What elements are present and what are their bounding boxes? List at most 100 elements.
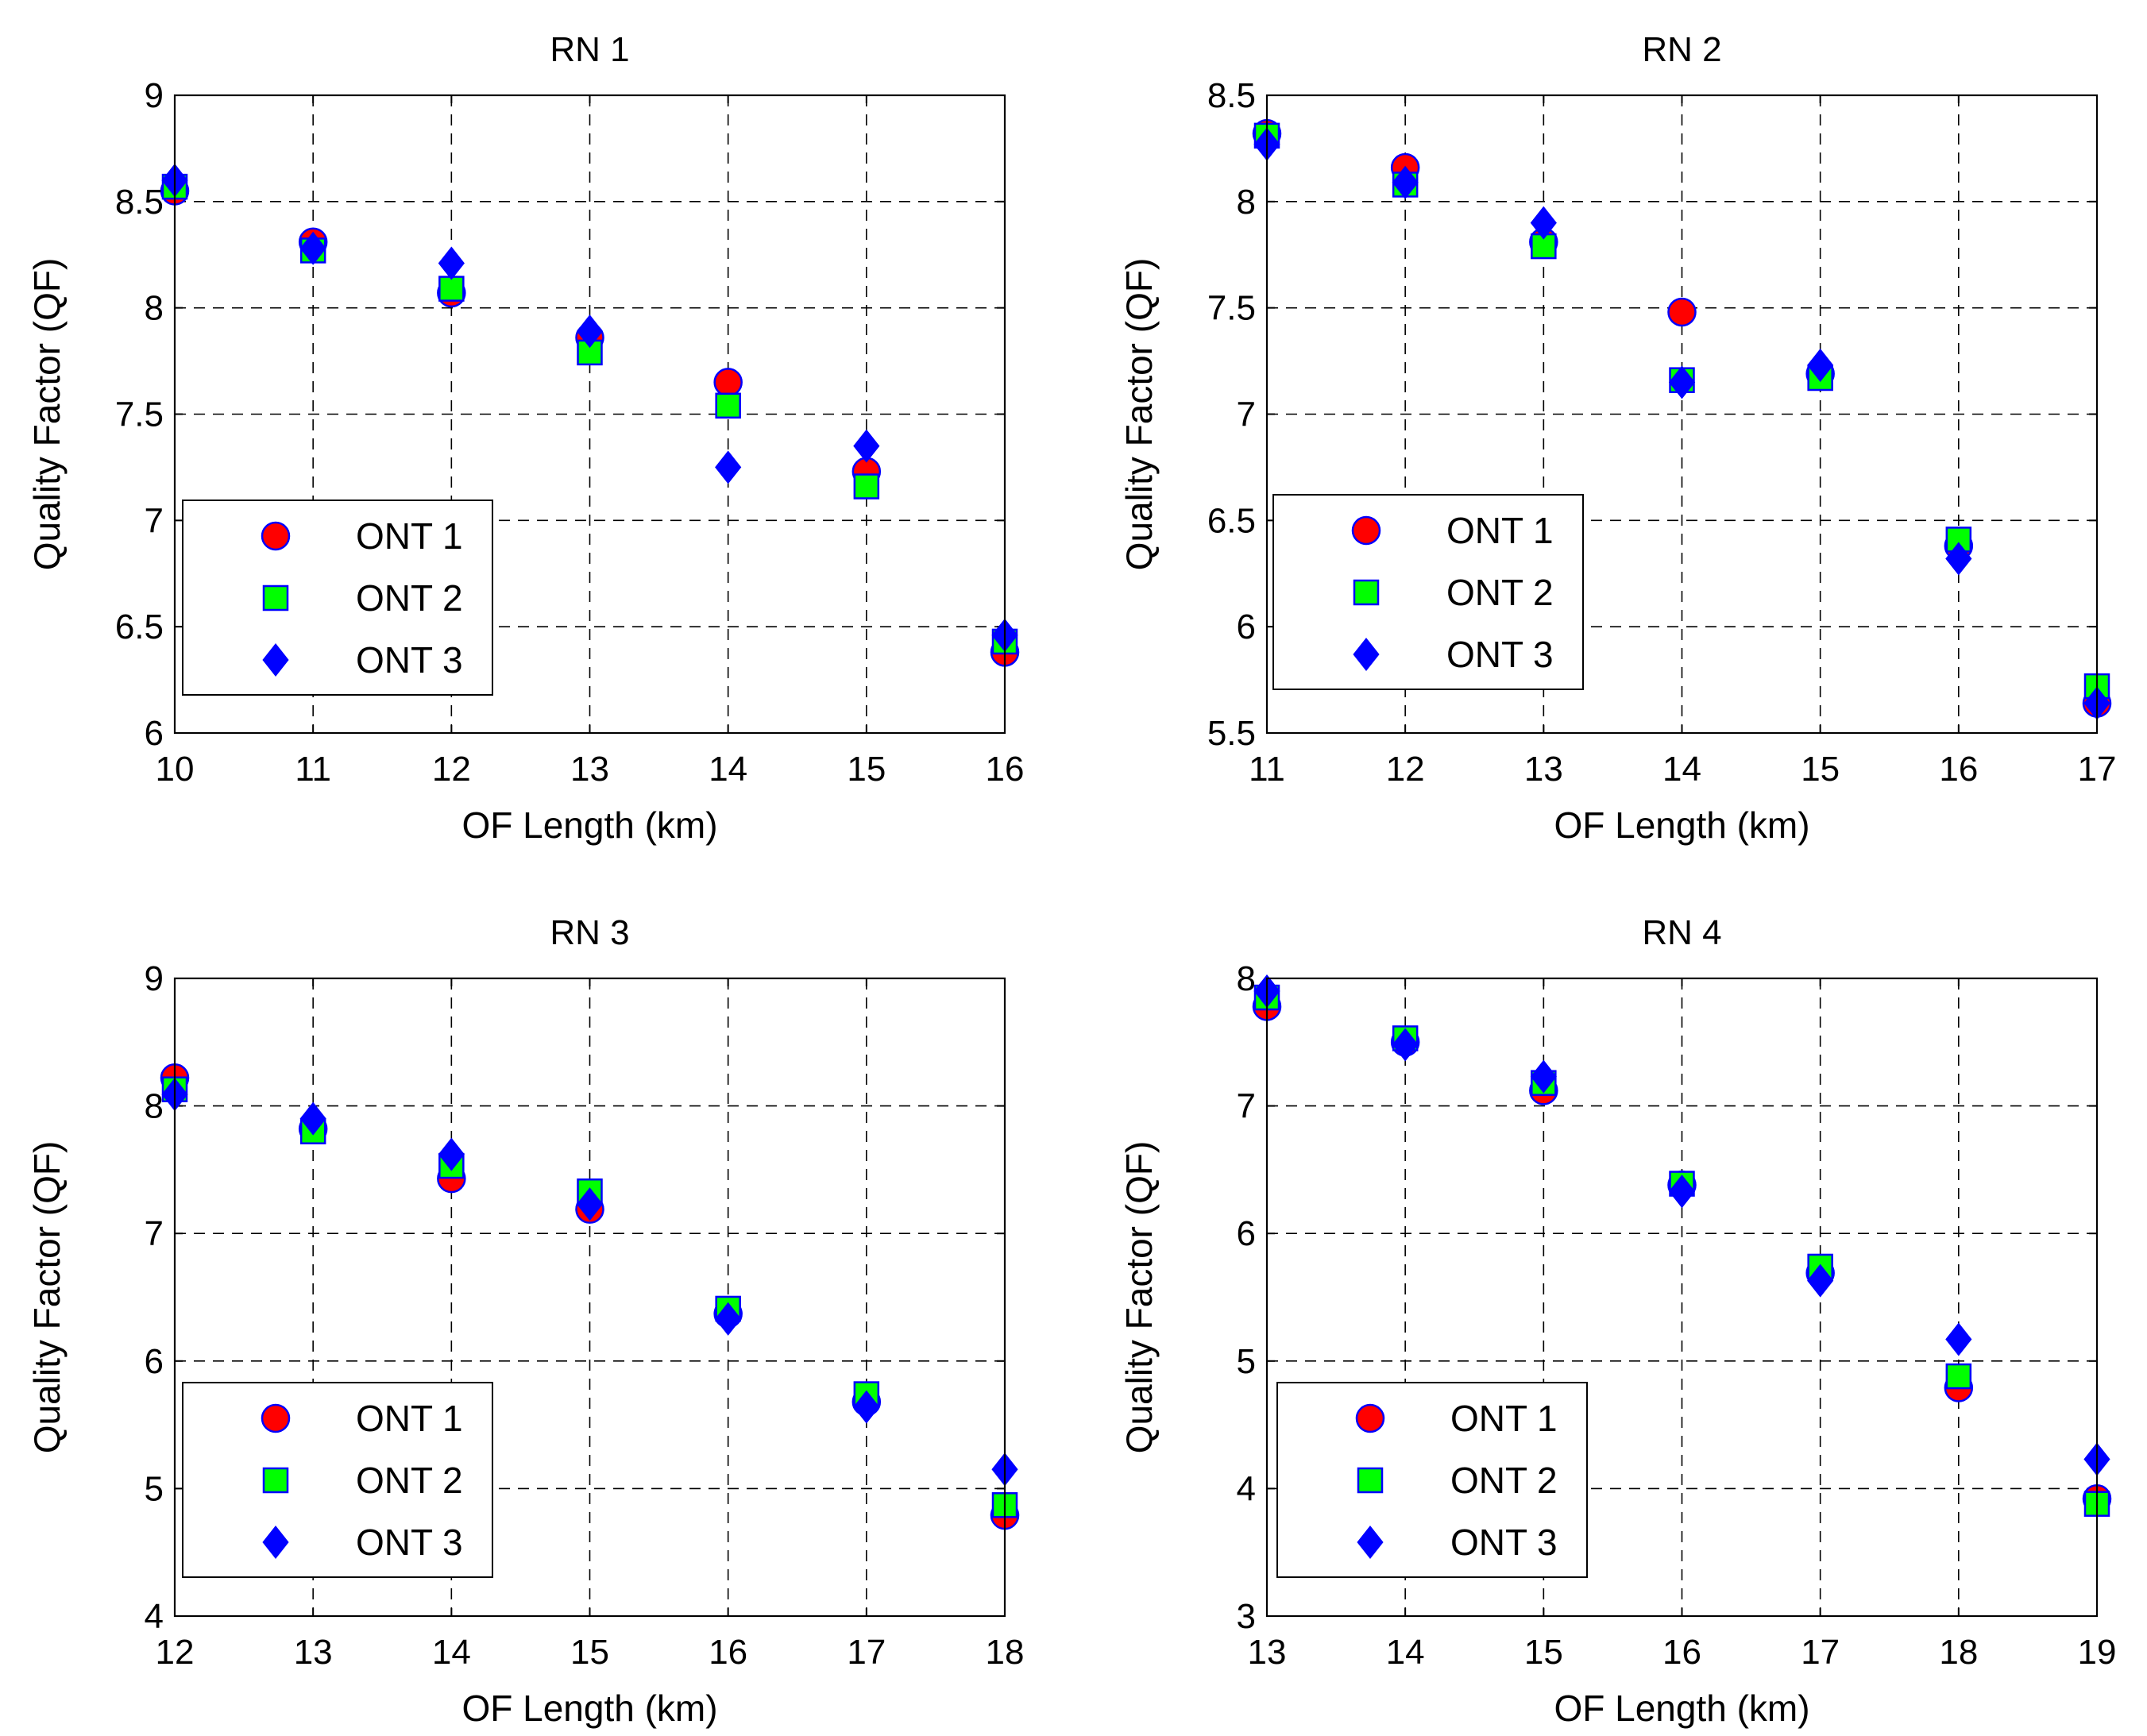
- x-tick-label: 15: [1524, 1633, 1563, 1672]
- x-tick-label: 19: [2078, 1633, 2117, 1672]
- y-tick-label: 3: [1237, 1597, 1256, 1636]
- legend-entry-label: ONT 2: [1450, 1460, 1558, 1501]
- y-tick-label: 7: [145, 501, 164, 540]
- y-tick-label: 7.5: [1207, 289, 1256, 328]
- legend-entry-label: ONT 1: [1450, 1398, 1558, 1439]
- x-tick-label: 16: [1662, 1633, 1701, 1672]
- data-point-diamond-5: [715, 1302, 742, 1336]
- legend: ONT 1 ONT 2 ONT 3: [1272, 494, 1584, 690]
- x-tick-label: 16: [986, 750, 1025, 789]
- legend-entry-label: ONT 3: [356, 1522, 463, 1563]
- y-tick-label: 4: [1237, 1469, 1256, 1508]
- y-axis-label: Quality Factor (QF): [26, 1141, 68, 1454]
- data-point-diamond-2: [1392, 165, 1419, 199]
- y-axis-label: Quality Factor (QF): [26, 258, 68, 571]
- y-tick-label: 8: [1237, 959, 1256, 998]
- x-axis-label: OF Length (km): [461, 1688, 717, 1729]
- axes-frame: [1265, 977, 2099, 1618]
- y-axis-label: Quality Factor (QF): [1118, 258, 1160, 571]
- data-point-diamond-6: [1945, 542, 1972, 576]
- chart-title: RN 4: [1642, 913, 1721, 952]
- y-tick-label: 6.5: [1207, 501, 1256, 540]
- data-point-circle-4: [1667, 297, 1697, 327]
- data-point-circle-5: [713, 368, 743, 397]
- legend-box: [1272, 494, 1584, 690]
- legend-marker-square: [1353, 579, 1380, 606]
- legend-box: [182, 500, 493, 696]
- y-tick-label: 5: [1237, 1342, 1256, 1381]
- data-point-diamond-4: [576, 1187, 604, 1221]
- data-point-diamond-2: [1392, 1028, 1419, 1062]
- chart-panel-2: 11 12 13 14 15 16 17 5.5 6 6.5 7 7.5 8 8.5 RN 2 OF Leng…: [1118, 30, 2116, 846]
- x-tick-label: 13: [570, 750, 609, 789]
- data-point-diamond-5: [715, 450, 742, 484]
- y-tick-label: 5: [145, 1469, 164, 1508]
- data-point-square-6: [1945, 1363, 1972, 1390]
- x-tick-label: 18: [986, 1633, 1025, 1672]
- legend-entry-label: ONT 3: [1446, 634, 1554, 675]
- chart-panel-4: 13 14 15 16 17 18 19 3 4 5 6 7 8 RN 4 OF Length (km) Qu…: [1118, 913, 2116, 1729]
- chart-panel-1: 10 11 12 13 14 15 16 6 6.5 7 7.5 8 8.5 9 RN 1 OF Length…: [26, 30, 1024, 846]
- legend-marker-circle: [261, 521, 291, 551]
- data-point-diamond-6: [853, 1390, 880, 1424]
- x-tick-label: 12: [156, 1633, 195, 1672]
- x-tick-label: 15: [1801, 750, 1840, 789]
- y-tick-label: 8.5: [115, 183, 164, 222]
- x-tick-label: 12: [432, 750, 471, 789]
- y-tick-label: 7: [145, 1214, 164, 1253]
- data-point-square-5: [715, 392, 741, 419]
- legend-marker-square: [262, 1467, 289, 1494]
- y-tick-label: 8: [145, 289, 164, 328]
- legend-entry-label: ONT 3: [1450, 1522, 1558, 1563]
- legend-entry-label: ONT 1: [1446, 510, 1554, 551]
- legend-marker-circle: [261, 1403, 291, 1433]
- x-tick-label: 18: [1939, 1633, 1978, 1672]
- x-tick-label: 10: [156, 750, 195, 789]
- legend-marker-diamond: [262, 642, 289, 677]
- legend-entry-label: ONT 2: [1446, 572, 1554, 613]
- legend-entry-label: ONT 2: [356, 1460, 463, 1501]
- x-tick-label: 15: [847, 750, 886, 789]
- legend: ONT 1 ONT 2 ONT 3: [182, 1382, 493, 1578]
- legend-marker-diamond: [262, 1525, 289, 1560]
- data-point-diamond-4: [576, 314, 604, 349]
- legend: ONT 1 ONT 2 ONT 3: [1276, 1382, 1588, 1578]
- legend: ONT 1 ONT 2 ONT 3: [182, 500, 493, 696]
- y-tick-label: 6: [1237, 1214, 1256, 1253]
- y-tick-label: 7.5: [115, 395, 164, 434]
- x-tick-label: 13: [1524, 750, 1563, 789]
- y-tick-label: 8: [1237, 183, 1256, 222]
- legend-entry-label: ONT 3: [356, 639, 463, 681]
- x-axis-label: OF Length (km): [461, 804, 717, 846]
- legend-entry-label: ONT 2: [356, 577, 463, 619]
- data-point-diamond-2: [299, 231, 326, 265]
- x-tick-label: 11: [1249, 750, 1285, 789]
- x-tick-label: 17: [847, 1633, 886, 1672]
- y-tick-label: 8: [145, 1087, 164, 1126]
- x-tick-label: 13: [294, 1633, 333, 1672]
- x-tick-label: 13: [1248, 1633, 1287, 1672]
- legend-marker-circle: [1355, 1403, 1385, 1433]
- legend-marker-square: [1357, 1467, 1384, 1494]
- data-point-diamond-4: [1668, 1175, 1696, 1209]
- x-tick-label: 16: [1939, 750, 1978, 789]
- y-axis-label: Quality Factor (QF): [1118, 1141, 1160, 1454]
- legend-marker-circle: [1351, 515, 1381, 546]
- data-point-diamond-5: [1807, 1263, 1834, 1298]
- data-point-diamond-3: [1530, 1059, 1557, 1094]
- y-tick-label: 6: [145, 1342, 164, 1381]
- legend-entry-label: ONT 1: [356, 1398, 463, 1439]
- data-point-diamond-6: [1945, 1322, 1972, 1356]
- x-axis-label: OF Length (km): [1554, 804, 1809, 846]
- legend-box: [1276, 1382, 1588, 1578]
- y-tick-label: 7: [1237, 1087, 1256, 1126]
- chart-title: RN 1: [550, 30, 629, 69]
- x-tick-label: 14: [1662, 750, 1701, 789]
- legend-entry-label: ONT 1: [356, 515, 463, 557]
- x-tick-label: 16: [709, 1633, 747, 1672]
- data-point-diamond-3: [1530, 206, 1557, 240]
- x-tick-label: 17: [2078, 750, 2117, 789]
- data-point-square-6: [853, 473, 880, 500]
- y-tick-label: 6.5: [115, 608, 164, 646]
- x-tick-label: 17: [1801, 1633, 1840, 1672]
